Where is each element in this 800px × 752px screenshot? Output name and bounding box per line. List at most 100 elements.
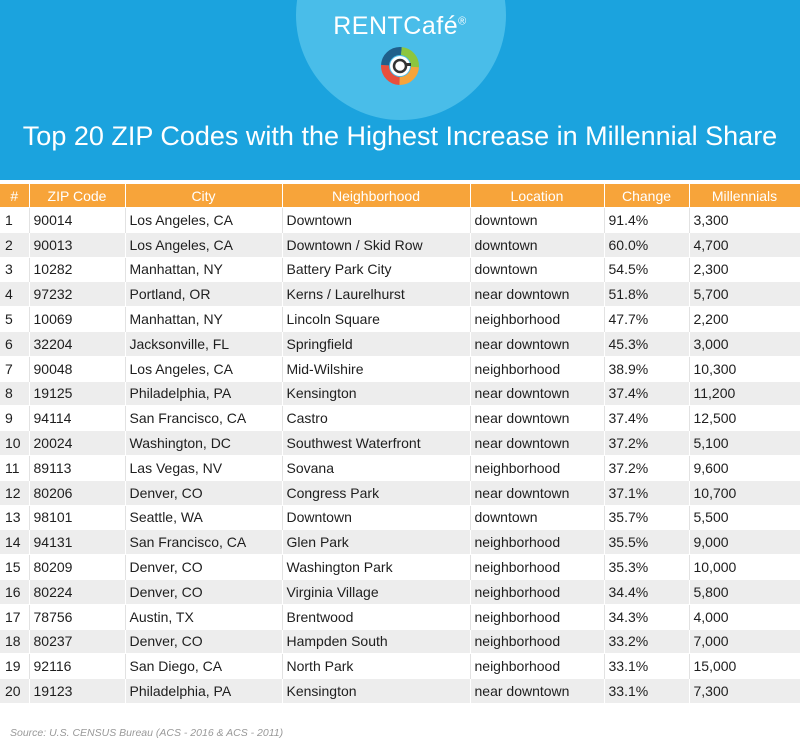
cell-location: near downtown [470, 405, 605, 431]
table-row: 3 10282 Manhattan, NY Battery Park City down… [0, 256, 800, 282]
table-row: 11 89113 Las Vegas, NV Sovana neighborhood 37… [0, 454, 800, 481]
cell-zip-code: 98101 [29, 504, 126, 530]
millennial-share-table: # ZIP Code City Neighborhood Location Ch… [0, 184, 800, 703]
table-row: 20 19123 Philadelphia, PA Kensington near do… [0, 678, 800, 703]
cell-location: neighborhood [470, 653, 605, 679]
header-banner: RENTCafé® Top 20 ZIP Codes with the High… [0, 0, 800, 180]
cell-neighborhood: Southwest Waterfront [282, 430, 471, 456]
cell-change: 91.4% [604, 207, 690, 233]
cell-city: Manhattan, NY [125, 306, 283, 332]
cell-city: Los Angeles, CA [125, 231, 283, 258]
cell-millennials: 10,700 [689, 479, 800, 506]
cell-millennials: 5,100 [689, 430, 800, 456]
page-title: Top 20 ZIP Codes with the Highest Increa… [22, 121, 778, 151]
table-row: 14 94131 San Francisco, CA Glen Park neighbo… [0, 529, 800, 555]
table-row: 2 90013 Los Angeles, CA Downtown / Skid Row… [0, 231, 800, 258]
cell-zip-code: 20024 [29, 430, 126, 456]
table-body: 1 90014 Los Angeles, CA Downtown downtown 91.… [0, 207, 800, 703]
table-row: 13 98101 Seattle, WA Downtown downtown 35.7% 5… [0, 504, 800, 530]
cell-city: Las Vegas, NV [125, 454, 283, 481]
cell-neighborhood: Virginia Village [282, 578, 471, 605]
table-row: 1 90014 Los Angeles, CA Downtown downtown 91.… [0, 207, 800, 233]
cell-millennials: 3,300 [689, 207, 800, 233]
source-note: Source: U.S. CENSUS Bureau (ACS - 2016 &… [10, 727, 284, 739]
cell-millennials: 4,000 [689, 603, 800, 630]
cell-rank: 18 [0, 628, 30, 654]
cell-zip-code: 89113 [29, 454, 126, 481]
cell-city: Philadelphia, PA [125, 678, 283, 703]
column-header-millennials: Millennials [689, 184, 800, 208]
table-row: 9 94114 San Francisco, CA Castro near downto… [0, 405, 800, 431]
cell-neighborhood: Glen Park [282, 529, 471, 555]
cell-millennials: 2,200 [689, 306, 800, 332]
cell-change: 34.4% [604, 578, 690, 605]
cell-rank: 4 [0, 281, 30, 307]
cell-neighborhood: North Park [282, 653, 471, 679]
cell-city: Los Angeles, CA [125, 207, 283, 233]
cell-zip-code: 80209 [29, 554, 126, 580]
cell-rank: 20 [0, 678, 30, 703]
table-row: 19 92116 San Diego, CA North Park neighborho… [0, 653, 800, 679]
cell-millennials: 11,200 [689, 380, 800, 406]
cell-millennials: 10,000 [689, 554, 800, 580]
cell-change: 37.1% [604, 479, 690, 506]
cell-city: Los Angeles, CA [125, 355, 283, 382]
cell-city: Denver, CO [125, 554, 283, 580]
cell-city: San Francisco, CA [125, 405, 283, 431]
cell-location: neighborhood [470, 355, 605, 382]
cell-zip-code: 80206 [29, 479, 126, 506]
cell-change: 37.2% [604, 430, 690, 456]
cell-city: Denver, CO [125, 578, 283, 605]
cell-rank: 1 [0, 207, 30, 233]
cell-zip-code: 32204 [29, 330, 126, 357]
cell-location: near downtown [470, 330, 605, 357]
cell-location: near downtown [470, 281, 605, 307]
cell-location: near downtown [470, 380, 605, 406]
cell-millennials: 5,500 [689, 504, 800, 530]
cell-change: 37.4% [604, 405, 690, 431]
cell-millennials: 9,000 [689, 529, 800, 555]
cell-rank: 16 [0, 578, 30, 605]
cell-location: neighborhood [470, 306, 605, 332]
cell-change: 37.2% [604, 454, 690, 481]
cell-change: 38.9% [604, 355, 690, 382]
column-header-rank: # [0, 184, 30, 208]
cell-rank: 14 [0, 529, 30, 555]
cell-change: 33.2% [604, 628, 690, 654]
cell-location: neighborhood [470, 578, 605, 605]
cell-rank: 12 [0, 479, 30, 506]
cell-neighborhood: Congress Park [282, 479, 471, 506]
table-row: 5 10069 Manhattan, NY Lincoln Square neighbo… [0, 306, 800, 332]
cell-zip-code: 90013 [29, 231, 126, 258]
cell-neighborhood: Hampden South [282, 628, 471, 654]
cell-location: downtown [470, 207, 605, 233]
cell-zip-code: 78756 [29, 603, 126, 630]
cell-zip-code: 80237 [29, 628, 126, 654]
cell-zip-code: 19123 [29, 678, 126, 703]
cell-millennials: 12,500 [689, 405, 800, 431]
cell-millennials: 10,300 [689, 355, 800, 382]
cell-change: 51.8% [604, 281, 690, 307]
cell-city: Denver, CO [125, 479, 283, 506]
cell-neighborhood: Lincoln Square [282, 306, 471, 332]
brand-logo-text: RENTCafé® [333, 12, 467, 40]
cell-city: Austin, TX [125, 603, 283, 630]
cell-city: Denver, CO [125, 628, 283, 654]
cell-change: 35.3% [604, 554, 690, 580]
cell-rank: 2 [0, 231, 30, 258]
cell-rank: 9 [0, 405, 30, 431]
cell-location: downtown [470, 504, 605, 530]
cell-zip-code: 94114 [29, 405, 126, 431]
cell-millennials: 5,700 [689, 281, 800, 307]
cell-rank: 11 [0, 454, 30, 481]
cell-city: San Francisco, CA [125, 529, 283, 555]
cell-millennials: 9,600 [689, 454, 800, 481]
column-header-city: City [125, 184, 283, 208]
cell-rank: 8 [0, 380, 30, 406]
cell-change: 35.7% [604, 504, 690, 530]
cell-location: near downtown [470, 678, 605, 703]
cell-neighborhood: Kensington [282, 678, 471, 703]
cell-rank: 19 [0, 653, 30, 679]
cell-neighborhood: Kensington [282, 380, 471, 406]
cell-millennials: 15,000 [689, 653, 800, 679]
